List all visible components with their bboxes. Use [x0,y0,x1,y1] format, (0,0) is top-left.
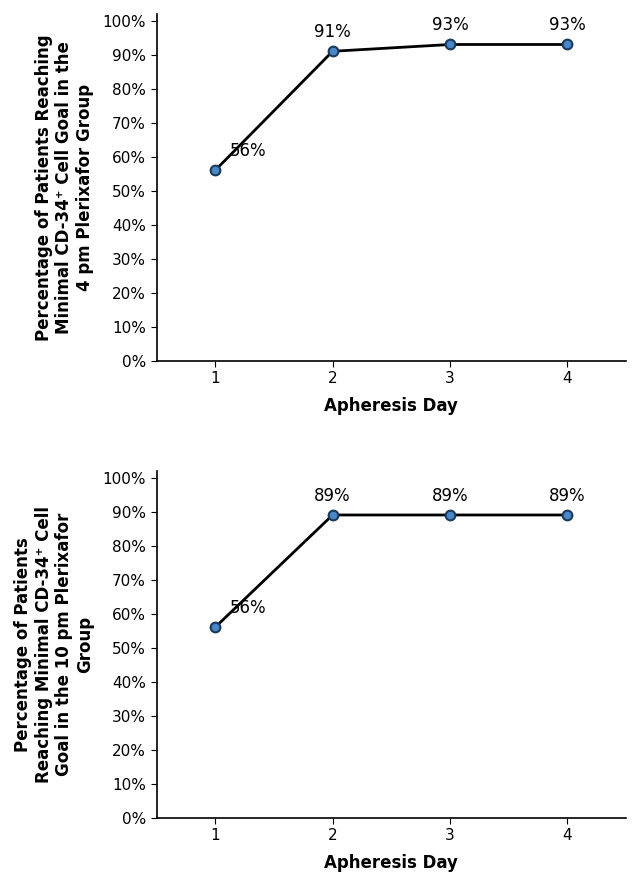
X-axis label: Apheresis Day: Apheresis Day [324,854,458,872]
Y-axis label: Percentage of Patients
Reaching Minimal CD-34⁺ Cell
Goal in the 10 pm Plerixafor: Percentage of Patients Reaching Minimal … [14,506,94,782]
Text: 89%: 89% [549,486,586,505]
Text: 93%: 93% [431,16,468,35]
Text: 89%: 89% [314,486,351,505]
Y-axis label: Percentage of Patients Reaching
Minimal CD-34⁺ Cell Goal in the
4 pm Plerixafor : Percentage of Patients Reaching Minimal … [35,34,94,340]
Text: 93%: 93% [549,16,586,35]
Text: 89%: 89% [432,486,468,505]
X-axis label: Apheresis Day: Apheresis Day [324,397,458,416]
Text: 56%: 56% [229,142,266,160]
Text: 91%: 91% [314,23,351,41]
Text: 56%: 56% [229,599,266,617]
